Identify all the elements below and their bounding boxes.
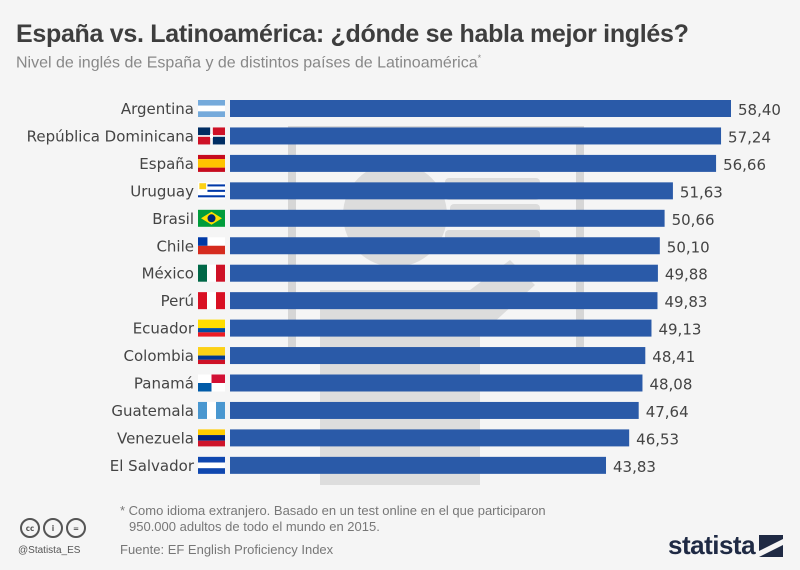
value-label: 46,53 [636, 430, 679, 448]
bar-row: Colombia 48,41 [124, 347, 695, 366]
brazil-flag-icon [198, 209, 225, 227]
twitter-handle: @Statista_ES [18, 545, 81, 556]
bar-row: Guatemala 47,64 [111, 401, 689, 421]
statista-logo[interactable]: statista [668, 530, 784, 561]
category-label: México [142, 265, 194, 283]
peru-flag-icon [198, 292, 225, 310]
chart-title: España vs. Latinoamérica: ¿dónde se habl… [16, 20, 689, 48]
bar-row: Panamá 48,08 [134, 374, 692, 394]
value-label: 58,40 [738, 101, 781, 119]
argentina-flag-icon [198, 100, 225, 117]
ecuador-flag-icon [198, 319, 225, 337]
value-label: 49,83 [664, 293, 707, 311]
logo-text: statista [668, 530, 756, 560]
category-label: Perú [161, 292, 194, 310]
panama-flag-icon [198, 374, 225, 392]
bar-row: El Salvador 43,83 [110, 456, 656, 476]
value-label: 51,63 [680, 183, 723, 201]
bar-row: Perú 49,83 [161, 292, 707, 311]
attribution-icon: i [43, 518, 63, 538]
category-label: Colombia [124, 347, 195, 365]
statista-logo-icon [759, 534, 784, 557]
subtitle-text: Nivel de inglés de España y de distintos… [16, 54, 478, 72]
category-label: Panamá [134, 375, 194, 393]
category-label: Chile [156, 237, 194, 255]
bar-chart: Argentina 58,40 República Dominicana 57,24 E… [27, 100, 781, 485]
spain-flag-icon [198, 154, 225, 172]
footnote-line-1: * Como idioma extranjero. Basado en un t… [120, 503, 546, 518]
value-label: 48,41 [652, 348, 695, 366]
bar-row: México 49,88 [142, 264, 708, 284]
subtitle-footnote-mark: * [477, 53, 482, 63]
cc-icon: cc [20, 518, 40, 538]
bar [230, 374, 643, 392]
bar-row: Argentina 58,40 [121, 100, 781, 119]
value-label: 57,24 [728, 128, 771, 146]
category-label: República Dominicana [27, 127, 194, 145]
bar [230, 401, 639, 419]
bar [230, 100, 731, 117]
chile-flag-icon [198, 237, 225, 255]
value-label: 50,10 [667, 238, 710, 256]
bar [230, 209, 665, 227]
bar-row: Venezuela 46,53 [117, 429, 679, 448]
bar-row: República Dominicana 57,24 [27, 127, 771, 146]
dominican-republic-flag-icon [198, 127, 225, 145]
value-label: 43,83 [613, 458, 656, 476]
category-label: Guatemala [111, 402, 194, 420]
category-label: Ecuador [133, 320, 195, 338]
category-label: Brasil [152, 210, 194, 228]
value-label: 50,66 [672, 211, 715, 229]
bar [230, 154, 717, 172]
footnote: * Como idioma extranjero. Basado en un t… [120, 503, 546, 535]
bar-row: Ecuador 49,13 [133, 319, 701, 339]
bar-row: Uruguay 51,63 [130, 182, 723, 201]
colombia-flag-icon [198, 347, 225, 365]
category-label: Uruguay [130, 182, 194, 200]
venezuela-flag-icon [198, 429, 225, 447]
bar-row: España 56,66 [139, 154, 766, 174]
bar [230, 182, 673, 200]
bar [230, 456, 607, 474]
value-label: 49,88 [665, 266, 708, 284]
footnote-line-2: 950.000 adultos de todo el mundo en 2015… [129, 519, 380, 534]
license-icons: cc i = [20, 518, 86, 538]
bar [230, 237, 660, 255]
category-label: Argentina [121, 100, 194, 118]
bar-row: Chile 50,10 [156, 237, 710, 256]
value-label: 47,64 [646, 403, 689, 421]
bar [230, 264, 658, 282]
bar-row: Brasil 50,66 [152, 209, 715, 229]
bar [230, 319, 652, 337]
category-label: El Salvador [110, 457, 195, 475]
chart-subtitle: Nivel de inglés de España y de distintos… [16, 53, 481, 72]
bar [230, 127, 722, 145]
guatemala-flag-icon [198, 401, 225, 419]
uruguay-flag-icon [198, 182, 225, 200]
mexico-flag-icon [198, 264, 225, 282]
category-label: Venezuela [117, 429, 194, 447]
value-label: 49,13 [658, 321, 701, 339]
bar [230, 292, 658, 310]
el-salvador-flag-icon [198, 456, 225, 474]
source: Fuente: EF English Proficiency Index [120, 542, 334, 557]
bar [230, 347, 646, 365]
value-label: 56,66 [723, 156, 766, 174]
category-label: España [139, 155, 194, 173]
bar [230, 429, 630, 447]
no-derivatives-icon: = [66, 518, 86, 538]
value-label: 48,08 [649, 376, 692, 394]
